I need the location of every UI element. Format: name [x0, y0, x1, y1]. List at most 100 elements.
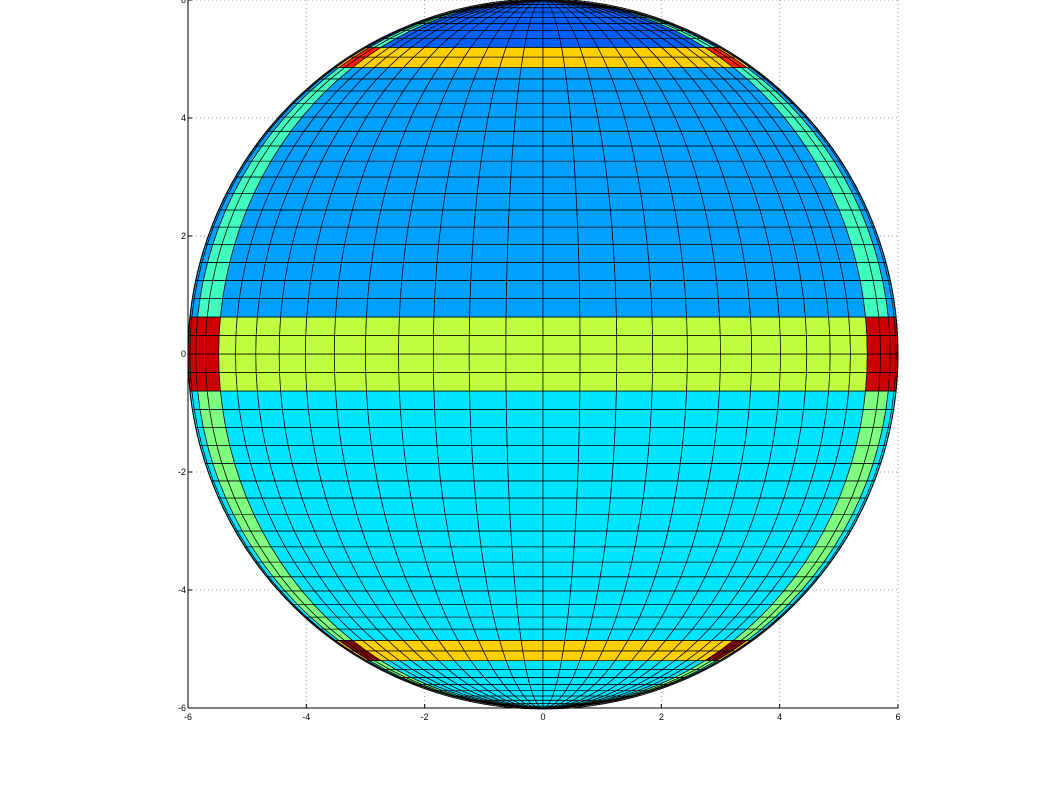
sphere-cell-1184 — [510, 177, 543, 193]
sphere-cell-917 — [617, 335, 653, 354]
sphere-cell-681 — [734, 481, 765, 498]
sphere-cell-893 — [806, 354, 830, 373]
sphere-cell-973 — [470, 299, 507, 317]
sphere-cell-467 — [595, 591, 624, 604]
sphere-cell-582 — [448, 531, 481, 547]
sphere-cell-402 — [470, 617, 497, 629]
sphere-cell-755 — [242, 428, 265, 446]
sphere-cell-792 — [435, 409, 471, 427]
sphere-cell-797 — [615, 409, 651, 427]
sphere-cell-650 — [701, 498, 733, 515]
sphere-cell-496 — [571, 577, 601, 591]
sphere-cell-1118 — [321, 210, 352, 227]
sphere-cell-883 — [469, 354, 506, 373]
sphere-cell-796 — [579, 409, 616, 427]
sphere-cell-1361 — [441, 91, 470, 104]
sphere-cell-1124 — [508, 210, 543, 227]
sphere-cell-1188 — [638, 177, 672, 193]
sphere-cell-911 — [399, 335, 434, 354]
sphere-cell-609 — [357, 515, 389, 531]
sphere-cell-904 — [219, 335, 236, 354]
sphere-cell-1240 — [394, 146, 426, 161]
sphere-cell-863 — [805, 373, 829, 391]
sphere-cell-494 — [514, 577, 543, 591]
sphere-cell-1120 — [377, 210, 411, 227]
sphere-cell-1071 — [741, 245, 772, 263]
sphere-cell-860 — [720, 373, 752, 391]
sphere-cell-1026 — [262, 262, 288, 280]
sphere-cell-857 — [616, 373, 652, 391]
sphere-cell-1333 — [488, 104, 517, 117]
sphere-cell-994 — [223, 280, 243, 298]
sphere-cell-764 — [507, 428, 543, 446]
sphere-cell-877 — [279, 354, 306, 373]
sphere-cell-255 — [543, 669, 560, 677]
y-tick-label-0: -6 — [178, 703, 186, 713]
sphere-cell-955 — [849, 317, 867, 335]
sphere-cell-1209 — [362, 161, 394, 177]
sphere-cell-1095 — [543, 227, 578, 244]
sphere-cell-346 — [563, 640, 586, 651]
sphere-cell-822 — [434, 391, 470, 409]
sphere-cell-886 — [580, 354, 617, 373]
sphere-cell-938 — [306, 317, 336, 335]
sphere-cell-844 — [219, 373, 237, 391]
sphere-cell-1486 — [562, 47, 584, 57]
sphere-cell-1158 — [641, 193, 675, 210]
sphere-cell-253 — [509, 669, 527, 677]
sphere-cell-1150 — [381, 193, 415, 210]
sphere-cell-831 — [749, 391, 779, 409]
sphere-cell-829 — [686, 391, 720, 409]
sphere-cell-982 — [778, 299, 806, 317]
sphere-cell-728 — [314, 446, 345, 464]
sphere-cell-853 — [469, 373, 506, 391]
sphere-cell-616 — [575, 515, 609, 531]
sphere-cell-790 — [368, 409, 402, 427]
sphere-cell-1278 — [628, 131, 660, 146]
sphere-cell-1001 — [400, 280, 435, 298]
sphere-cell-316 — [562, 651, 584, 661]
sphere-cell-920 — [720, 335, 751, 354]
sphere-cell-850 — [366, 373, 400, 391]
sphere-cell-940 — [366, 317, 400, 335]
sphere-cell-951 — [751, 317, 781, 335]
sphere-cell-1035 — [543, 262, 579, 280]
sphere-cell-954 — [829, 317, 850, 335]
sphere-cell-553 — [481, 547, 513, 562]
sphere-cell-701 — [406, 463, 441, 480]
sphere-cell-1029 — [339, 262, 372, 280]
sphere-cell-1156 — [576, 193, 610, 210]
sphere-cell-887 — [617, 354, 653, 373]
sphere-cell-742 — [769, 446, 798, 464]
sphere-cell-731 — [404, 446, 439, 464]
sphere-cell-964 — [220, 299, 239, 317]
sphere-cell-1182 — [445, 177, 479, 193]
sphere-cell-729 — [341, 446, 374, 464]
sphere-cell-1219 — [664, 161, 697, 177]
sphere-cell-586 — [574, 531, 607, 547]
sphere-cell-953 — [805, 317, 829, 335]
sphere-cell-583 — [479, 531, 512, 547]
sphere-cell-789 — [337, 409, 369, 427]
sphere-cell-433 — [491, 604, 518, 617]
sphere-cell-588 — [635, 531, 668, 547]
sphere-cell-967 — [281, 299, 309, 317]
sphere-cell-610 — [385, 515, 418, 531]
sphere-cell-1273 — [483, 131, 514, 146]
sphere-cell-845 — [236, 373, 257, 391]
sphere-cell-703 — [473, 463, 509, 480]
sphere-cell-815 — [237, 391, 259, 409]
sphere-cell-1028 — [311, 262, 342, 280]
sphere-cell-757 — [285, 428, 314, 446]
sphere-cell-669 — [348, 481, 381, 498]
sphere-cell-1544 — [526, 31, 543, 39]
sphere-cell-1365 — [543, 91, 569, 104]
sphere-cell-641 — [411, 498, 445, 515]
sphere-cell-1303 — [486, 117, 516, 131]
sphere-cell-1274 — [513, 131, 543, 146]
sphere-cell-1010 — [717, 280, 749, 298]
sphere-cell-786 — [259, 409, 285, 427]
sphere-cell-1089 — [345, 227, 378, 244]
x-tick-label-4: 2 — [659, 712, 664, 722]
